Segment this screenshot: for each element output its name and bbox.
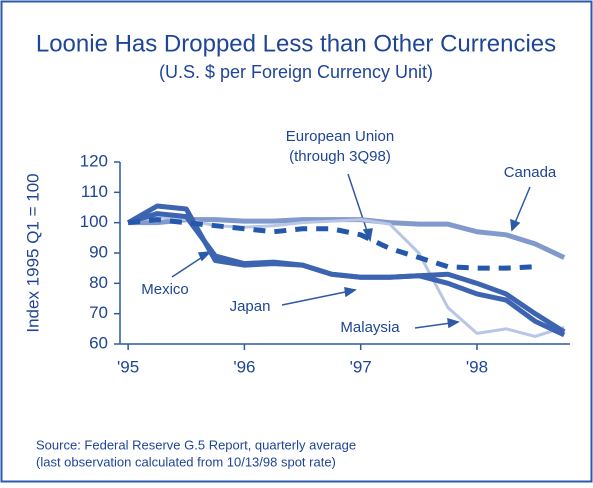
x-tick-label: '97 xyxy=(350,357,372,376)
y-tick-label: 60 xyxy=(89,333,108,352)
y-tick-label: 120 xyxy=(80,151,108,170)
annotation-arrows xyxy=(171,173,531,329)
y-tick-label: 80 xyxy=(89,273,108,292)
chart-subtitle: (U.S. $ per Foreign Currency Unit) xyxy=(159,62,433,82)
legend-label: Mexico xyxy=(141,281,189,298)
x-tick-label: '95 xyxy=(117,357,139,376)
x-tick-label: '96 xyxy=(233,357,255,376)
series-line xyxy=(127,217,536,271)
legend-label: (through 3Q98) xyxy=(289,148,391,165)
y-tick-label: 70 xyxy=(89,303,108,322)
legend-label: Canada xyxy=(504,164,557,181)
legend-label: European Union xyxy=(286,128,394,145)
y-tick-label: 100 xyxy=(80,212,108,231)
source-note: Source: Federal Reserve G.5 Report, quar… xyxy=(36,437,356,452)
source-note: (last observation calculated from 10/13/… xyxy=(36,454,336,469)
y-axis-label: Index 1995 Q1 = 100 xyxy=(23,173,42,332)
series-line xyxy=(126,203,566,338)
y-tick-label: 90 xyxy=(89,242,108,261)
y-tick-label: 110 xyxy=(81,182,108,201)
x-tick-label: '98 xyxy=(466,357,488,376)
chart-title: Loonie Has Dropped Less than Other Curre… xyxy=(36,30,556,57)
legend-label: Japan xyxy=(230,298,271,315)
legend-label: Malaysia xyxy=(340,319,400,336)
